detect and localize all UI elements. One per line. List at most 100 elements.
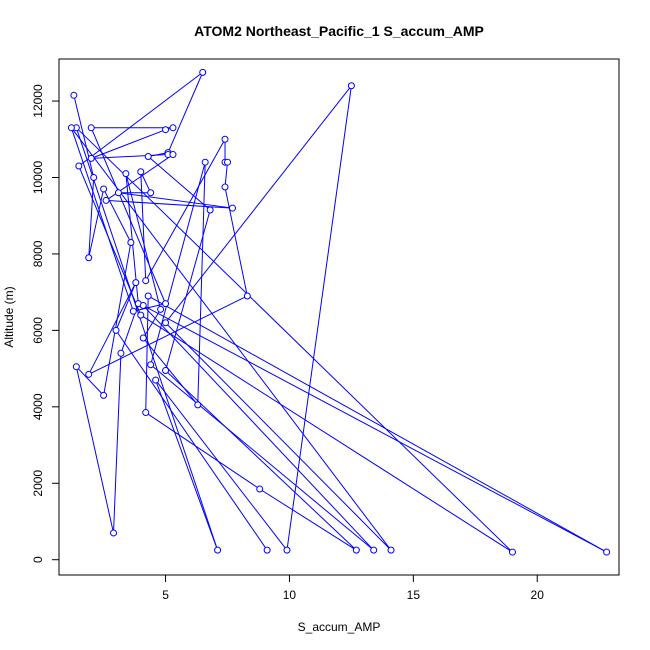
data-point: [283, 546, 291, 554]
data-point: [221, 135, 229, 143]
data-series: [67, 68, 611, 556]
series-segment: [140, 171, 152, 193]
series-segment: [118, 192, 233, 209]
data-point: [221, 183, 229, 191]
y-tick-label: 6000: [31, 317, 45, 344]
data-point: [72, 363, 80, 371]
series-segment: [142, 337, 199, 406]
data-point: [139, 302, 147, 310]
series-segment: [145, 139, 226, 281]
data-point: [110, 529, 118, 537]
data-point: [206, 206, 214, 214]
series-segment: [91, 154, 169, 159]
y-axis-label: Altitude (m): [2, 286, 16, 347]
data-point: [70, 91, 78, 99]
data-point: [169, 124, 177, 132]
data-point: [137, 311, 145, 319]
data-point: [142, 277, 150, 285]
data-point: [147, 189, 155, 197]
data-point: [152, 376, 160, 384]
data-point: [508, 548, 516, 556]
series-segment: [140, 314, 513, 553]
data-point: [162, 126, 170, 134]
series-segment: [150, 162, 206, 365]
data-point: [112, 326, 120, 334]
series-segment: [140, 171, 147, 281]
series-segment: [115, 330, 268, 551]
series-segment: [125, 173, 162, 310]
data-point: [199, 68, 207, 76]
data-point: [243, 292, 251, 300]
data-point: [347, 82, 355, 90]
y-tick-label: 8000: [31, 240, 45, 267]
data-point: [85, 254, 93, 262]
data-point: [100, 391, 108, 399]
x-tick-label: 10: [283, 588, 297, 602]
data-point: [603, 548, 611, 556]
data-point: [114, 189, 122, 197]
series-segment: [142, 309, 162, 339]
chart-title: ATOM2 Northeast_Pacific_1 S_accum_AMP: [194, 23, 484, 39]
data-point: [132, 279, 140, 287]
series-segment: [165, 85, 352, 324]
data-point: [122, 170, 130, 178]
x-axis-label: S_accum_AMP: [298, 620, 381, 634]
series-segment: [165, 322, 392, 551]
data-point: [87, 154, 95, 162]
data-point: [147, 361, 155, 369]
series-segment: [155, 379, 219, 551]
series-segment: [78, 71, 204, 167]
series-segment: [75, 127, 513, 553]
series-segment: [147, 156, 211, 211]
data-point: [139, 334, 147, 342]
series-segment: [167, 72, 204, 153]
data-point: [162, 367, 170, 375]
data-point: [144, 152, 152, 160]
series-segment: [150, 364, 375, 551]
data-point: [162, 300, 170, 308]
data-point: [90, 173, 98, 181]
y-tick-label: 2000: [31, 470, 45, 497]
series-segment: [75, 366, 115, 534]
series-segment: [259, 488, 357, 551]
data-point: [85, 370, 93, 378]
series-segment: [147, 295, 607, 553]
data-point: [201, 158, 209, 166]
series-segment: [88, 282, 137, 375]
series-segment: [91, 129, 166, 159]
data-point: [214, 546, 222, 554]
data-point: [129, 307, 137, 315]
data-point: [387, 546, 395, 554]
series-segment: [75, 127, 219, 551]
series-segment: [70, 127, 134, 312]
data-point: [157, 305, 165, 313]
series-segment: [145, 412, 260, 490]
x-axis: 5 10 15 20: [162, 574, 545, 602]
series-segment: [88, 295, 248, 375]
series-segment: [165, 209, 211, 371]
data-point: [75, 162, 83, 170]
data-point: [100, 185, 108, 193]
data-point: [263, 546, 271, 554]
x-tick-label: 20: [531, 588, 545, 602]
y-tick-label: 4000: [31, 393, 45, 420]
y-tick-label: 10000: [31, 160, 45, 194]
y-axis: 0 2000 4000 6000 8000 10000 12000: [31, 84, 60, 563]
series-segment: [224, 162, 228, 188]
data-point: [256, 485, 264, 493]
series-segment: [286, 85, 352, 551]
data-point: [169, 151, 177, 159]
series-segment: [75, 366, 104, 396]
data-point: [137, 168, 145, 176]
x-tick-label: 15: [407, 588, 421, 602]
series-segment: [70, 127, 392, 551]
data-point: [370, 546, 378, 554]
series-segment: [155, 379, 288, 551]
data-point: [142, 409, 150, 417]
y-tick-label: 12000: [31, 84, 45, 118]
data-point: [162, 319, 170, 327]
series-segment: [90, 127, 167, 304]
series-segment: [224, 186, 248, 297]
data-point: [228, 204, 236, 212]
